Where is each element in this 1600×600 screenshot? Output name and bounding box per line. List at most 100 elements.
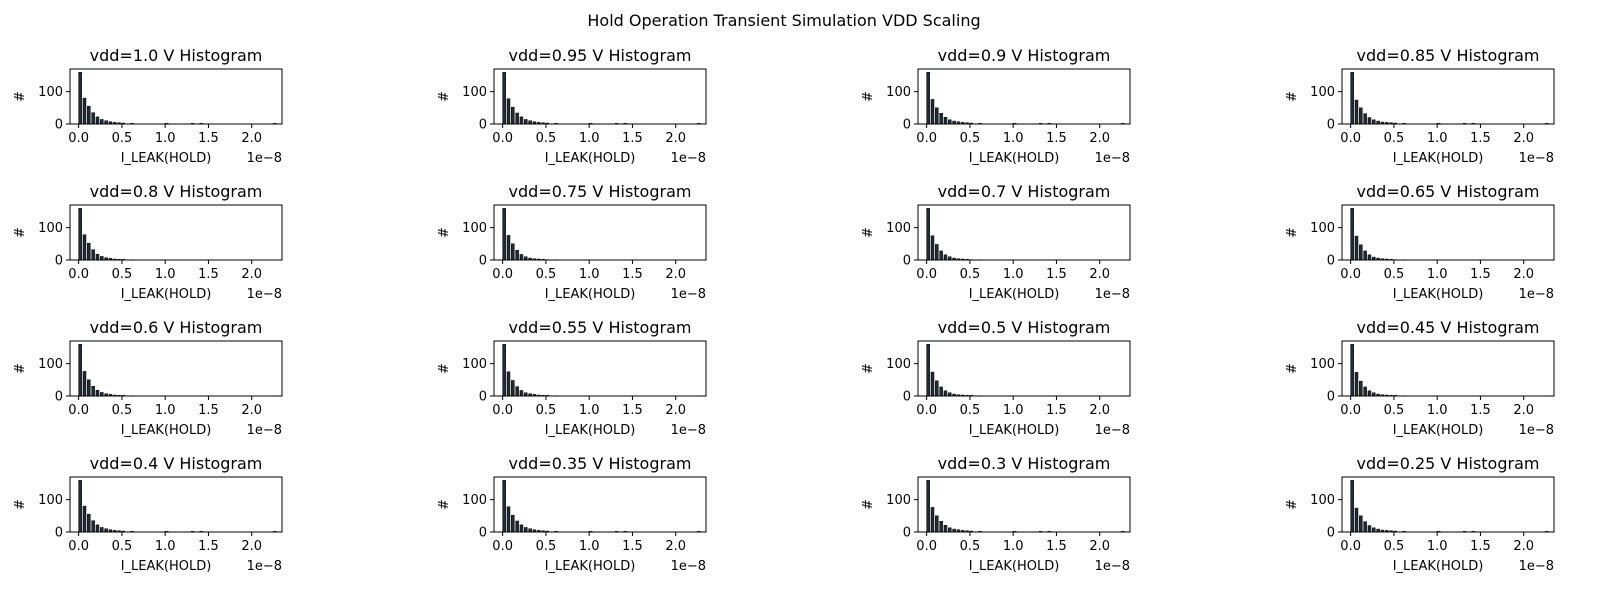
x-tick-label: 2.0 xyxy=(241,403,262,418)
histogram-bar xyxy=(83,98,86,124)
x-tick-label: 1.5 xyxy=(622,403,643,418)
histogram-bar xyxy=(507,235,510,260)
x-offset-label: 1e−8 xyxy=(247,287,282,302)
x-tick-label: 2.0 xyxy=(665,267,686,282)
x-offset-label: 1e−8 xyxy=(671,151,706,166)
histogram-bar xyxy=(516,250,519,260)
panel-title: vdd=0.3 V Histogram xyxy=(938,454,1111,473)
histogram-bar xyxy=(1364,114,1367,124)
x-tick-label: 0.5 xyxy=(960,267,981,282)
y-tick-label: 0 xyxy=(903,118,911,133)
histogram-bar xyxy=(96,254,99,260)
x-offset-label: 1e−8 xyxy=(1095,151,1130,166)
x-tick-label: 2.0 xyxy=(665,539,686,554)
y-tick-label: 0 xyxy=(1327,390,1335,405)
histogram-bar xyxy=(83,235,86,260)
x-tick-label: 0.5 xyxy=(112,403,133,418)
x-tick-label: 0.0 xyxy=(68,403,89,418)
x-axis-label: I_LEAK(HOLD) xyxy=(1393,287,1484,302)
histogram-bar xyxy=(1355,372,1358,396)
x-tick-label: 2.0 xyxy=(1089,131,1110,146)
x-offset-label: 1e−8 xyxy=(1519,287,1554,302)
x-tick-label: 0.0 xyxy=(492,539,513,554)
y-tick-label: 0 xyxy=(55,390,63,405)
y-tick-label: 0 xyxy=(479,118,487,133)
x-tick-label: 1.0 xyxy=(155,267,176,282)
x-axis-label: I_LEAK(HOLD) xyxy=(969,559,1060,574)
x-axis-label: I_LEAK(HOLD) xyxy=(969,423,1060,438)
x-tick-label: 0.5 xyxy=(960,403,981,418)
y-tick-label: 0 xyxy=(479,526,487,541)
x-tick-label: 1.5 xyxy=(622,539,643,554)
y-tick-label: 100 xyxy=(886,493,911,508)
panel-title: vdd=0.8 V Histogram xyxy=(90,182,263,201)
histogram-bar xyxy=(935,516,938,532)
x-tick-label: 1.0 xyxy=(1427,539,1448,554)
histogram-bar xyxy=(1351,208,1354,260)
figure-title: Hold Operation Transient Simulation VDD … xyxy=(587,11,980,30)
x-tick-label: 2.0 xyxy=(665,131,686,146)
x-axis-label: I_LEAK(HOLD) xyxy=(1393,559,1484,574)
histogram-bar xyxy=(83,506,86,532)
histogram-bar xyxy=(524,527,527,532)
x-tick-label: 1.5 xyxy=(198,131,219,146)
panel-title: vdd=0.45 V Histogram xyxy=(1357,318,1540,337)
y-axis-label: # xyxy=(437,363,452,374)
x-tick-label: 0.0 xyxy=(916,539,937,554)
histogram-bar xyxy=(507,99,510,124)
histogram-bar xyxy=(944,391,947,396)
x-tick-label: 0.0 xyxy=(68,539,89,554)
x-tick-label: 1.0 xyxy=(155,131,176,146)
y-tick-label: 100 xyxy=(462,85,487,100)
x-tick-label: 2.0 xyxy=(665,403,686,418)
x-tick-label: 0.5 xyxy=(1384,539,1405,554)
histogram-bar xyxy=(507,372,510,396)
histogram-bar xyxy=(511,244,514,260)
histogram-bar xyxy=(935,381,938,396)
histogram-bar xyxy=(511,515,514,532)
panel-title: vdd=0.75 V Histogram xyxy=(509,182,692,201)
histogram-bar xyxy=(516,387,519,396)
histogram-bar xyxy=(1372,528,1375,532)
y-tick-label: 100 xyxy=(462,493,487,508)
x-tick-label: 2.0 xyxy=(1513,403,1534,418)
x-tick-label: 1.0 xyxy=(1427,131,1448,146)
x-tick-label: 0.0 xyxy=(916,403,937,418)
histogram-bar xyxy=(92,521,95,532)
histogram-bar xyxy=(1355,100,1358,124)
y-axis-label: # xyxy=(1285,91,1300,102)
y-axis-label: # xyxy=(13,227,28,238)
histogram-bar xyxy=(940,251,943,260)
x-tick-label: 2.0 xyxy=(241,131,262,146)
panel-title: vdd=0.7 V Histogram xyxy=(938,182,1111,201)
x-tick-label: 1.5 xyxy=(1046,539,1067,554)
y-tick-label: 100 xyxy=(462,357,487,372)
x-tick-label: 0.0 xyxy=(68,267,89,282)
x-axis-label: I_LEAK(HOLD) xyxy=(545,423,636,438)
x-axis-label: I_LEAK(HOLD) xyxy=(545,151,636,166)
x-tick-label: 1.0 xyxy=(1003,403,1024,418)
x-tick-label: 1.5 xyxy=(1470,131,1491,146)
x-tick-label: 1.0 xyxy=(579,131,600,146)
histogram-bar xyxy=(79,480,82,532)
x-tick-label: 0.0 xyxy=(68,131,89,146)
y-tick-label: 0 xyxy=(903,390,911,405)
histogram-bar xyxy=(87,514,90,532)
histogram-bar xyxy=(944,525,947,532)
y-axis-label: # xyxy=(861,91,876,102)
histogram-bar xyxy=(1368,255,1371,260)
histogram-bar xyxy=(516,521,519,532)
histogram-bar xyxy=(87,106,90,124)
x-tick-label: 0.0 xyxy=(1340,131,1361,146)
histogram-bar xyxy=(948,120,951,124)
x-axis-label: I_LEAK(HOLD) xyxy=(121,423,212,438)
x-tick-label: 1.0 xyxy=(579,267,600,282)
histogram-bar xyxy=(1355,236,1358,260)
histogram-bar xyxy=(1351,344,1354,396)
y-tick-label: 0 xyxy=(479,390,487,405)
histogram-bar xyxy=(927,480,930,532)
x-tick-label: 0.5 xyxy=(1384,267,1405,282)
y-tick-label: 0 xyxy=(903,254,911,269)
y-axis-label: # xyxy=(437,499,452,510)
x-tick-label: 2.0 xyxy=(1089,539,1110,554)
